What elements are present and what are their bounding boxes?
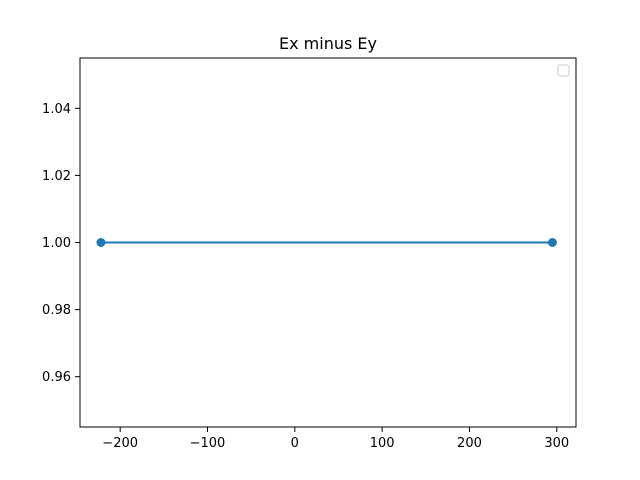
x-tick-label: 200	[457, 436, 482, 451]
x-tick-label: −200	[102, 436, 138, 451]
y-tick-label: 1.02	[42, 169, 71, 184]
y-tick-label: 1.00	[42, 236, 71, 251]
data-point	[96, 238, 106, 247]
x-tick-label: 100	[370, 436, 395, 451]
x-tick-label: 300	[544, 436, 569, 451]
y-tick-label: 0.96	[42, 370, 71, 385]
y-tick-label: 0.98	[42, 303, 71, 318]
data-point	[547, 238, 557, 247]
axes: −200 −100 0 100 200 300 0.96 0.98 1.00 1.02 1.04	[42, 57, 577, 451]
x-tick-label: −100	[190, 436, 226, 451]
legend-box	[557, 64, 570, 77]
y-tick-label: 1.04	[42, 102, 71, 117]
legend	[557, 64, 570, 77]
plot-area	[96, 238, 557, 247]
x-tick-label: 0	[291, 436, 299, 451]
chart-title: Ex minus Ey	[279, 34, 377, 53]
